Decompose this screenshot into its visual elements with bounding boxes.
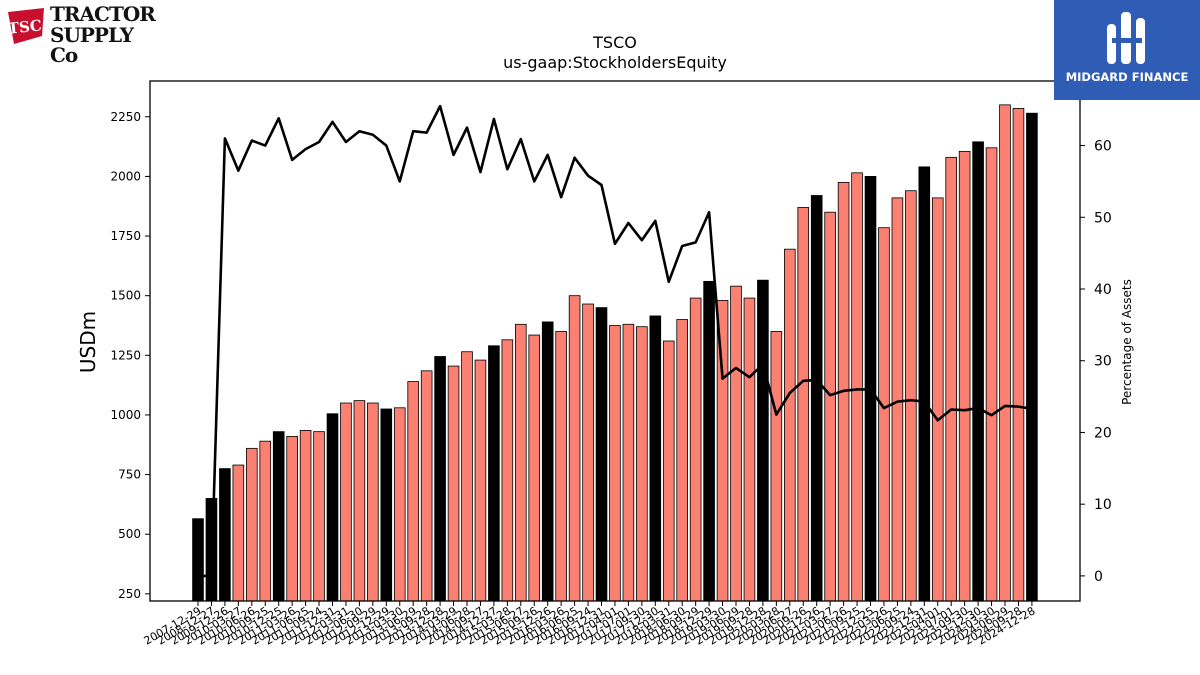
bar: [595, 307, 608, 602]
bar: [286, 436, 298, 602]
bar: [367, 402, 379, 602]
bar: [649, 315, 662, 602]
bar: [689, 297, 702, 602]
midgard-emblem-icon: [1107, 12, 1145, 64]
bar: [192, 518, 204, 602]
bar: [609, 325, 621, 602]
y-tick-label: 1000: [110, 408, 141, 422]
y-tick-label: 1500: [110, 289, 141, 303]
y-tick-label: 250: [118, 587, 141, 601]
y-tick-label: 2250: [110, 110, 141, 124]
y2-tick-label: 20: [1094, 425, 1112, 441]
bar: [501, 339, 514, 602]
tsc-badge-icon: TSC: [7, 8, 44, 44]
bar: [1026, 112, 1038, 602]
line-layer: [198, 104, 1033, 578]
y2-tick-label: 0: [1094, 569, 1103, 585]
bar: [420, 370, 433, 602]
bar: [326, 413, 339, 602]
bar: [219, 468, 231, 602]
chart-subtitle: us-gaap:StockholdersEquity: [503, 53, 727, 72]
bar: [272, 431, 285, 602]
bar: [891, 197, 904, 602]
bar: [447, 365, 460, 602]
bar: [555, 331, 567, 602]
bar: [340, 402, 352, 602]
y2-axis-label: Percentage of Assets: [1120, 279, 1134, 405]
y2-tick-label: 50: [1094, 210, 1112, 226]
bar: [568, 295, 581, 602]
bar: [730, 285, 742, 602]
bar: [905, 190, 917, 602]
axes-layer: 250 500 750 1000 1250 1500 1750 2000 2250 0 10 20 30…: [110, 80, 1112, 648]
midgard-brand-text: MIDGARD FINANCE: [1065, 70, 1189, 84]
y2-tick-label: 10: [1094, 497, 1112, 513]
bar: [676, 319, 688, 602]
bar: [353, 400, 366, 602]
y2-tick-label: 60: [1094, 139, 1112, 155]
bar: [245, 447, 258, 602]
y-axis-label: USDm: [76, 311, 100, 373]
bar: [299, 430, 312, 602]
bar: [582, 303, 594, 602]
bar: [945, 156, 957, 602]
bar: [622, 323, 635, 602]
bar: [918, 166, 931, 602]
bar: [703, 280, 715, 602]
tractor-supply-logo: TSC TRACTOR SUPPLY Co: [6, 2, 166, 65]
bar: [797, 207, 810, 602]
bar: [528, 334, 541, 602]
bar: [434, 356, 446, 602]
bar: [515, 323, 527, 602]
bar: [461, 351, 473, 602]
bar: [393, 407, 406, 602]
bar: [662, 340, 675, 602]
bar: [810, 195, 823, 602]
y2-tick-label: 40: [1094, 282, 1112, 298]
bar: [784, 248, 796, 602]
bar: [999, 104, 1011, 602]
bars-layer: [192, 104, 1038, 602]
y-tick-label: 1750: [110, 229, 141, 243]
percentage-line: [198, 104, 1033, 578]
bar: [232, 464, 245, 602]
svg-text:TSC: TSC: [7, 16, 43, 37]
y-tick-label: 750: [118, 468, 141, 482]
y-tick-label: 2000: [110, 169, 141, 183]
bar: [972, 141, 984, 602]
bar: [851, 172, 863, 602]
bar: [474, 359, 487, 602]
y2-tick-label: 30: [1094, 354, 1112, 370]
bar: [824, 211, 836, 602]
y-tick-label: 1250: [110, 348, 141, 362]
bar: [878, 227, 890, 602]
bar: [541, 321, 554, 602]
bar: [757, 279, 769, 602]
bar: [770, 331, 783, 602]
bar: [1012, 108, 1025, 602]
bar: [488, 345, 500, 602]
chart-title: TSCO: [592, 33, 637, 52]
bar: [380, 408, 393, 602]
bar: [259, 440, 272, 602]
y-tick-label: 500: [118, 527, 141, 541]
bar: [985, 147, 998, 602]
bar: [407, 381, 419, 602]
bar: [743, 297, 756, 602]
bar: [931, 197, 944, 602]
bar: [636, 326, 648, 602]
tsc-brand-line2: SUPPLY Co: [50, 23, 134, 67]
midgard-finance-logo: MIDGARD FINANCE: [1054, 0, 1200, 100]
tsc-brand-line1: TRACTOR: [50, 2, 156, 26]
bar: [958, 150, 971, 602]
bar: [313, 431, 325, 602]
